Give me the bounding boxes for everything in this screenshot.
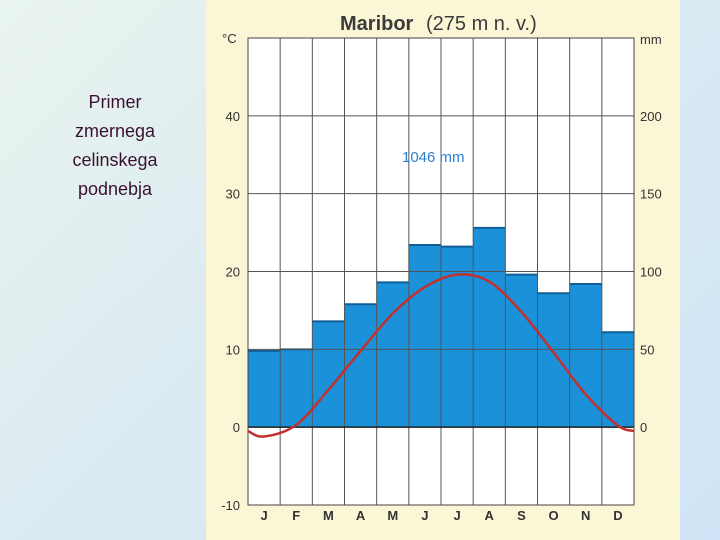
month-label: A [485,508,495,523]
temp-tick-label: 30 [226,187,240,202]
precip-bar [248,350,281,428]
month-label: S [517,508,526,523]
slide-caption: Primer zmernega celinskega podnebja [40,88,190,204]
right-axis-unit: mm [640,32,662,47]
precip-tick-label: 50 [640,342,654,357]
chart-subtitle: (275 m n. v.) [426,13,537,35]
temp-tick-label: -10 [221,498,240,513]
precip-bar [569,283,602,428]
climate-chart: Maribor (275 m n. v.) °C mm -10 0 10 20 30 40… [221,13,662,523]
precip-tick-label: 100 [640,265,662,280]
precip-bar [408,245,441,428]
annual-precip-label: 1046 mm [402,149,465,166]
temp-tick-label: 0 [233,420,240,435]
precip-tick-label: 0 [640,420,647,435]
temperature-line [247,273,635,438]
temp-tick-label: 20 [226,265,240,280]
left-axis-unit: °C [222,31,237,46]
caption-line-3: celinskega [72,150,158,170]
precip-bar [312,321,345,428]
caption-line-4: podnebja [77,179,153,199]
climate-diagram-panel: Maribor (275 m n. v.) °C mm -10 0 10 20 30 40… [206,0,680,540]
plot-frame [247,37,635,506]
month-label: F [292,508,300,523]
caption-line-1: Primer [88,92,142,112]
precip-tick-label: 200 [640,109,662,124]
precip-bar [601,332,634,428]
month-label: J [260,508,267,523]
precip-bar [537,293,570,428]
precip-bar [505,274,538,428]
month-label: A [356,508,366,523]
temp-tick-label: 40 [226,109,240,124]
precip-bar [376,282,409,428]
month-label: J [421,508,428,523]
chart-title: Maribor [340,13,414,35]
month-label: M [387,508,398,523]
month-label: N [581,508,590,523]
month-label: O [549,508,559,523]
temp-tick-label: 10 [226,342,240,357]
precip-tick-label: 150 [640,187,662,202]
month-label: J [453,508,460,523]
caption-line-2: zmernega [74,121,156,141]
precip-bar [473,227,506,428]
month-label: M [323,508,334,523]
month-label: D [613,508,622,523]
